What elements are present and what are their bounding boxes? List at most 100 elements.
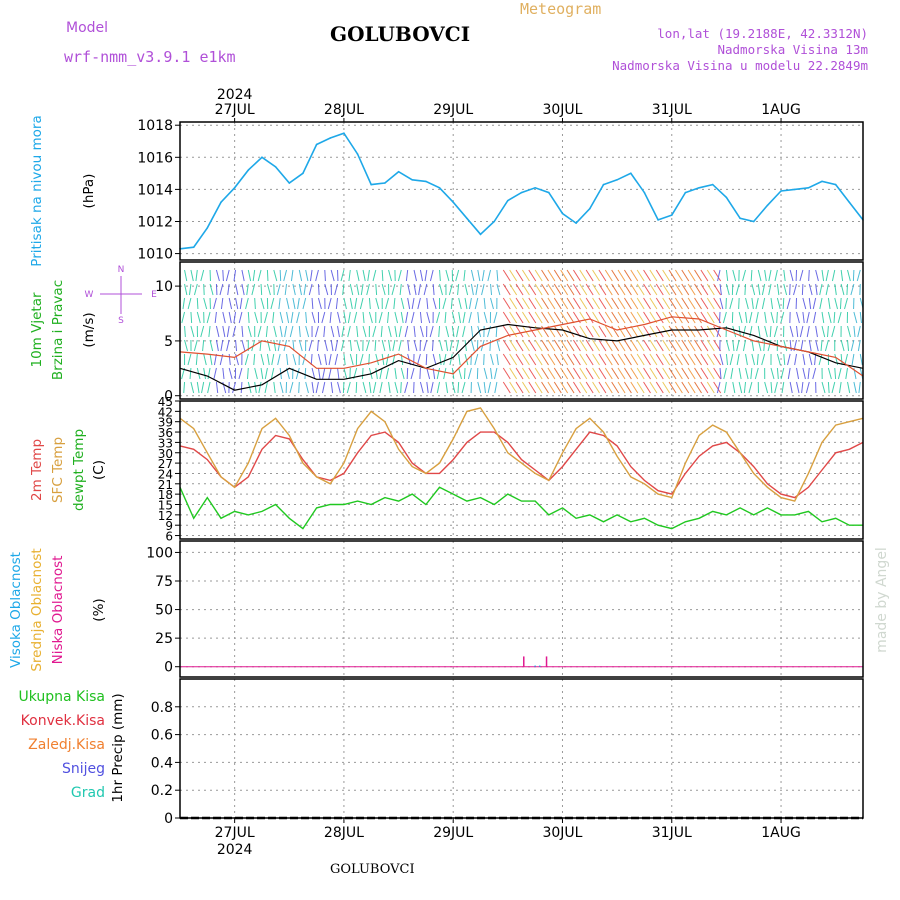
wind-barb	[585, 325, 594, 338]
wind-barb	[655, 367, 664, 380]
time-label-top-2: 29JUL	[433, 102, 473, 118]
pressure-ylabel: Pritisak na nivou mora	[29, 115, 45, 266]
wind-barb	[257, 325, 262, 338]
wind-barb	[196, 381, 200, 394]
wind-barb	[735, 283, 740, 296]
wind-barb	[623, 283, 632, 296]
wind-barb	[815, 269, 819, 282]
wind-barb	[783, 353, 786, 366]
wind-barb	[789, 325, 794, 338]
wind-barb	[468, 311, 472, 324]
wind-barb	[394, 325, 398, 338]
compass-east: E	[151, 290, 157, 300]
wind-barb	[857, 339, 861, 352]
wind-barb	[222, 311, 226, 324]
wind-barb	[630, 353, 639, 366]
wind-barb	[744, 283, 747, 296]
wind-barb	[793, 283, 798, 296]
wind-barb	[487, 269, 492, 282]
wind-barb	[432, 283, 435, 296]
wind-barb	[837, 367, 842, 380]
wind-barb	[266, 269, 269, 282]
wind-barb	[464, 353, 469, 366]
wind-barb	[385, 367, 390, 380]
wind-barb	[812, 367, 817, 380]
pressure-point	[711, 183, 714, 186]
time-label-top-4: 31JUL	[652, 102, 692, 118]
wind-barb	[490, 297, 494, 310]
wind-barb	[700, 297, 709, 310]
wind-barb	[751, 339, 755, 352]
wind-barb	[649, 283, 658, 296]
pressure-point	[261, 156, 263, 159]
wind-barb	[375, 283, 378, 296]
wind-barb	[761, 297, 766, 310]
wind-barb	[426, 311, 431, 324]
wind-barb	[662, 353, 671, 366]
wind-barb	[833, 311, 836, 324]
wind-barb	[202, 339, 205, 352]
ytick-label-2-3: 15	[158, 499, 173, 513]
wind-barb	[694, 297, 702, 310]
ytick-label-0-1: 1012	[137, 214, 173, 230]
wind-barb	[681, 367, 690, 380]
wind-barb	[815, 339, 819, 352]
wind-barb	[623, 381, 632, 394]
year-label-top: 2024	[217, 87, 253, 103]
dewpt-ylabel: dewpt Temp	[71, 429, 87, 511]
wind-barb	[487, 381, 492, 394]
wind-barb	[439, 269, 441, 282]
wind-barb	[292, 339, 295, 352]
wind-barb	[592, 269, 600, 282]
wind-barb	[668, 339, 677, 352]
wind-barb	[509, 311, 518, 324]
wind-barb	[770, 367, 775, 380]
wind-barb	[328, 367, 332, 380]
wind-barb	[381, 269, 384, 282]
ytick-label-3-3: 75	[155, 574, 173, 590]
pressure-point	[466, 217, 468, 220]
wind-barb	[241, 339, 246, 352]
wind-barb	[515, 339, 524, 352]
wind-barb	[560, 269, 569, 282]
wind-barb	[534, 311, 543, 324]
wind-barb	[203, 353, 207, 366]
wind-barb	[723, 367, 727, 380]
pressure-point	[848, 201, 851, 204]
pressure-point	[643, 191, 646, 194]
ytick-label-1-0: 0	[164, 389, 173, 405]
wind-barb	[445, 325, 450, 338]
wind-barb	[410, 367, 415, 380]
wind-barb	[700, 353, 709, 366]
wind-barb	[579, 353, 588, 366]
wind-barb	[328, 353, 332, 366]
wind-barb	[342, 283, 345, 296]
wind-barb	[560, 367, 569, 380]
wind-barb	[462, 325, 466, 338]
time-label-top-5: 1AUG	[761, 102, 801, 118]
wind-barb	[598, 381, 607, 394]
wind-barb	[521, 381, 530, 394]
wind-barb	[404, 325, 409, 338]
wind-barb	[566, 339, 575, 352]
dewpt-line	[179, 486, 863, 530]
wind-barb	[745, 353, 748, 366]
wind-barb	[335, 297, 339, 310]
wind-barb	[787, 367, 791, 380]
wind-barb	[494, 367, 498, 380]
panel-frame-2	[179, 400, 864, 540]
wind-barb	[431, 339, 434, 352]
wind-barb	[681, 297, 690, 310]
wind-barb	[483, 381, 486, 394]
wind-barb	[802, 297, 807, 310]
wind-barb	[190, 325, 195, 338]
wind-barb	[851, 353, 855, 366]
wind-barb	[343, 311, 347, 324]
wind-barb	[687, 381, 696, 394]
wind-barb	[681, 283, 690, 296]
ytick-label-2-0: 6	[165, 530, 173, 544]
wind-barb	[789, 381, 793, 394]
wind-barb	[592, 283, 600, 296]
wind-barb	[302, 353, 307, 366]
wind-barb	[745, 367, 749, 380]
